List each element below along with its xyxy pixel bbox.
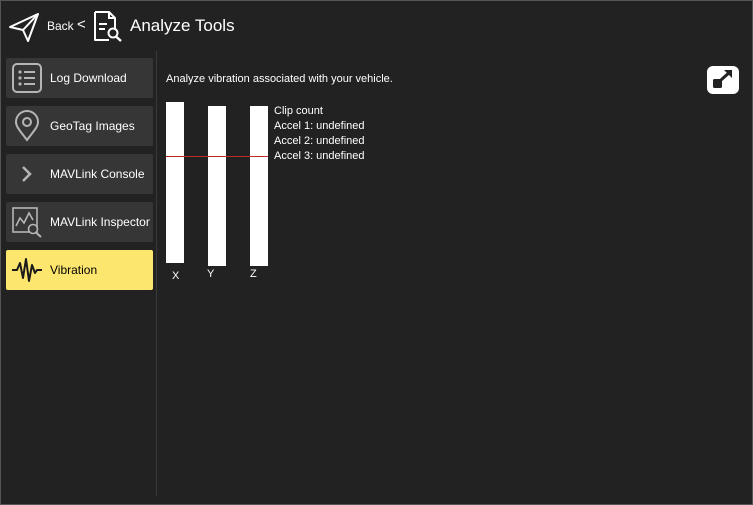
sidebar-item-label: Log Download <box>50 71 127 85</box>
sidebar-item-vibration[interactable]: Vibration <box>6 250 153 290</box>
accel-2-clip: Accel 2: undefined <box>274 134 365 149</box>
vibration-description: Analyze vibration associated with your v… <box>166 73 393 85</box>
sidebar: Log Download GeoTag Images MAVLink Conso… <box>1 51 157 496</box>
paper-plane-icon[interactable] <box>8 11 40 43</box>
document-search-icon <box>92 10 124 42</box>
back-button[interactable]: Back <box>47 19 74 33</box>
waveform-icon <box>11 254 43 286</box>
chart-inspect-icon <box>11 206 43 238</box>
sidebar-item-label: MAVLink Inspector <box>50 215 150 229</box>
accel-3-clip: Accel 3: undefined <box>274 149 365 164</box>
popout-button[interactable] <box>707 66 739 94</box>
vibration-bar-y <box>208 106 226 266</box>
axis-label-z: Z <box>250 268 257 280</box>
chevron-right-icon <box>11 158 43 190</box>
sidebar-item-geotag-images[interactable]: GeoTag Images <box>6 106 153 146</box>
axis-label-x: X <box>172 270 179 282</box>
clip-count-info: Clip count Accel 1: undefined Accel 2: u… <box>274 104 365 164</box>
map-pin-icon <box>11 110 43 142</box>
sidebar-item-mavlink-inspector[interactable]: MAVLink Inspector <box>6 202 153 242</box>
accel-1-clip: Accel 1: undefined <box>274 119 365 134</box>
page-title: Analyze Tools <box>130 16 235 36</box>
sidebar-item-label: Vibration <box>50 263 97 277</box>
clip-count-title: Clip count <box>274 104 365 119</box>
threshold-line <box>166 156 268 157</box>
sidebar-item-log-download[interactable]: Log Download <box>6 58 153 98</box>
breadcrumb-separator: < <box>77 16 86 33</box>
header: Back < Analyze Tools <box>1 1 752 51</box>
axis-label-y: Y <box>207 268 214 280</box>
sidebar-item-label: GeoTag Images <box>50 119 135 133</box>
sidebar-item-label: MAVLink Console <box>50 167 145 181</box>
list-icon <box>11 62 43 94</box>
sidebar-item-mavlink-console[interactable]: MAVLink Console <box>6 154 153 194</box>
vibration-bar-z <box>250 106 268 266</box>
vibration-bar-x <box>166 102 184 263</box>
popout-arrow-icon <box>707 66 739 94</box>
